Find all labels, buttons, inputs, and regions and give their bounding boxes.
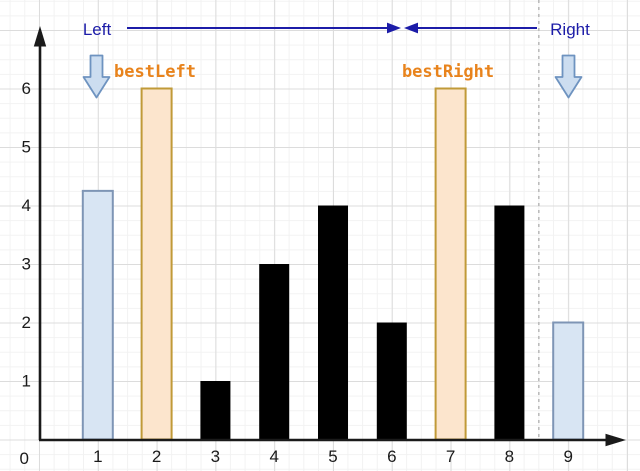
bar-8 [494, 205, 525, 440]
bar-5 [318, 205, 348, 440]
right-pointer-label: Right [550, 20, 590, 39]
x-tick-label-3: 3 [211, 447, 220, 466]
bar-2 [140, 87, 173, 441]
x-tick-label-9: 9 [563, 447, 572, 466]
y-tick-label-6: 6 [22, 79, 31, 98]
origin-tick-label: 0 [20, 449, 29, 468]
bar-1 [81, 189, 114, 441]
bar-6 [376, 322, 407, 440]
best-right-label: bestRight [402, 62, 494, 82]
y-tick-label-1: 1 [22, 372, 31, 391]
bar-7 [434, 87, 467, 441]
x-tick-label-2: 2 [152, 447, 161, 466]
y-tick-label-2: 2 [22, 313, 31, 332]
x-tick-label-7: 7 [446, 447, 455, 466]
bar-4 [259, 264, 290, 440]
converging-range-arrows-icon [127, 22, 537, 34]
y-axis [33, 26, 47, 440]
x-axis [39, 433, 626, 447]
best-left-label: bestLeft [114, 62, 196, 82]
left-pointer-down-arrow-icon [82, 54, 111, 99]
x-tick-label-6: 6 [387, 447, 396, 466]
y-tick-label-3: 3 [22, 255, 31, 274]
bars-layer [81, 87, 585, 441]
bar-3 [200, 381, 231, 440]
y-axis-arrowhead-icon [33, 26, 47, 47]
right-pointer-down-arrow-icon [554, 54, 583, 99]
y-tick-label-4: 4 [22, 196, 31, 215]
x-tick-label-1: 1 [93, 447, 102, 466]
left-pointing-arrowhead-icon [404, 22, 418, 34]
x-tick-label-4: 4 [269, 447, 278, 466]
ticks-layer: 1 2 3 4 5 6 7 8 9 1 2 3 4 5 6 [22, 79, 573, 466]
left-pointer-label: Left [83, 20, 112, 39]
bar-9 [552, 321, 585, 441]
x-tick-label-8: 8 [505, 447, 514, 466]
right-pointing-arrowhead-icon [387, 22, 401, 34]
x-axis-arrowhead-icon [605, 433, 626, 447]
y-tick-label-5: 5 [22, 138, 31, 157]
x-tick-label-5: 5 [328, 447, 337, 466]
